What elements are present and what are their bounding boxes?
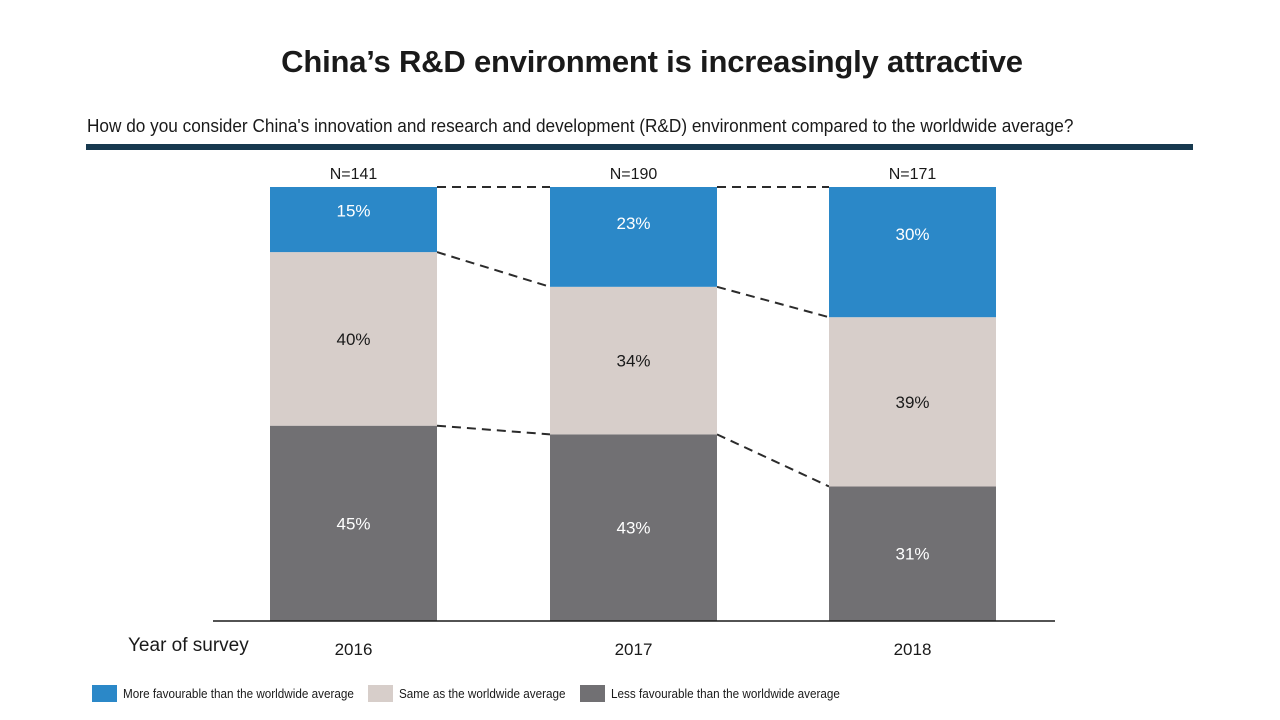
- bar-segment-same-2016: [270, 252, 437, 426]
- legend-swatch: [92, 684, 117, 702]
- x-tick-label: 2017: [615, 640, 653, 659]
- segment-value-label: 43%: [616, 519, 650, 538]
- chart-subtitle: How do you consider China's innovation a…: [87, 115, 1074, 136]
- bar-segment-same-2017: [550, 286, 717, 435]
- title-divider: [86, 144, 1193, 150]
- x-axis-label: Year of survey: [128, 635, 249, 656]
- legend: More favourable than the worldwide avera…: [92, 683, 877, 703]
- connector-line: [436, 424, 551, 436]
- bar-segment-less-2016: [270, 425, 437, 621]
- legend-label: More favourable than the worldwide avera…: [123, 685, 354, 701]
- sample-size-labels: N=141 N=190 N=171: [330, 166, 937, 183]
- bar-segment-less-2018: [829, 486, 996, 621]
- x-tick-label: 2018: [894, 640, 932, 659]
- legend-item: Same as the worldwide average: [367, 684, 584, 702]
- bar-segment-more-2017: [550, 187, 717, 287]
- bar-segment-less-2017: [550, 434, 717, 621]
- legend-label: Same as the worldwide average: [398, 685, 566, 701]
- segment-value-label: 15%: [336, 201, 370, 220]
- x-tick-labels: 2016 2017 2018: [335, 640, 932, 659]
- segment-value-label: 45%: [336, 514, 370, 533]
- sample-size-label: N=190: [610, 166, 658, 183]
- segment-value-label: 23%: [616, 214, 650, 233]
- legend-item: Less favourable than the worldwide avera…: [579, 684, 865, 702]
- connector-line: [716, 285, 830, 319]
- chart-title: China’s R&D environment is increasingly …: [281, 44, 1023, 79]
- legend-item: More favourable than the worldwide avera…: [92, 684, 380, 702]
- bars: [270, 187, 996, 621]
- legend-label: Less favourable than the worldwide avera…: [610, 685, 840, 701]
- connector-line: [436, 251, 551, 288]
- x-tick-label: 2016: [335, 640, 373, 659]
- sample-size-label: N=141: [330, 166, 378, 183]
- legend-swatch: [579, 684, 605, 702]
- bar-segment-more-2018: [829, 187, 996, 318]
- bar-segment-same-2018: [829, 317, 996, 487]
- sample-size-label: N=171: [889, 166, 937, 183]
- connector-line: [716, 433, 830, 488]
- bar-segment-more-2016: [270, 187, 437, 253]
- segment-value-label: 34%: [616, 352, 650, 371]
- legend-swatch: [367, 684, 393, 702]
- segment-value-label: 31%: [895, 545, 929, 564]
- segment-labels: 45% 40% 15% 43% 34% 23% 31% 39% 30%: [336, 201, 929, 563]
- connector-lines: [436, 186, 830, 488]
- segment-value-label: 30%: [895, 225, 929, 244]
- segment-value-label: 39%: [895, 393, 929, 412]
- segment-value-label: 40%: [336, 330, 370, 349]
- stacked-bar-chart: 45%40%15%43%34%23%31%39%30% N=141 N=190 N=…: [128, 166, 1055, 659]
